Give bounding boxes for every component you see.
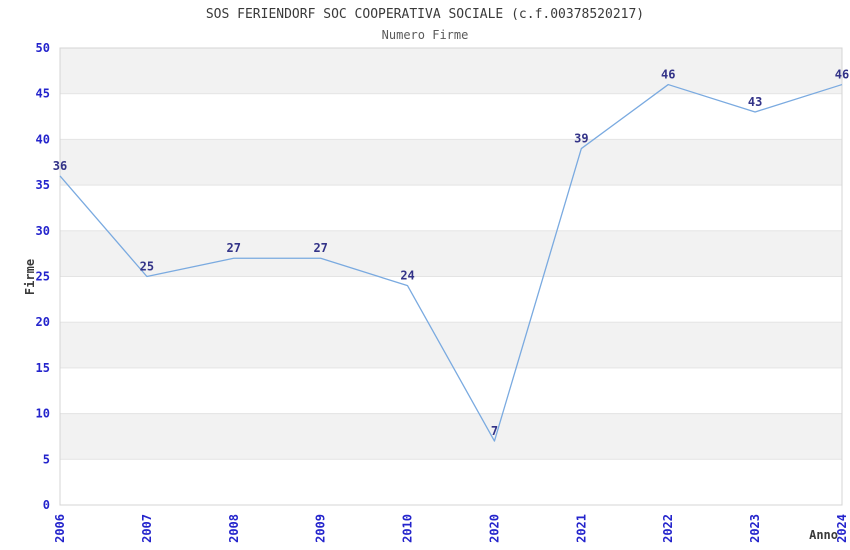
data-label: 24 bbox=[400, 269, 414, 283]
data-label: 43 bbox=[748, 95, 762, 109]
grid-band bbox=[59, 47, 843, 95]
data-label: 27 bbox=[313, 241, 327, 255]
y-tick-label: 30 bbox=[36, 224, 50, 238]
y-tick-label: 45 bbox=[36, 87, 50, 101]
x-tick-label: 2008 bbox=[227, 514, 241, 543]
y-tick-label: 5 bbox=[43, 452, 50, 466]
y-tick-label: 25 bbox=[36, 270, 50, 284]
y-tick-label: 0 bbox=[43, 498, 50, 512]
chart-subtitle: Numero Firme bbox=[381, 28, 469, 42]
grid-band bbox=[59, 230, 843, 278]
x-tick-label: 2023 bbox=[748, 514, 762, 543]
data-label: 46 bbox=[661, 68, 675, 82]
x-tick-label: 2007 bbox=[140, 514, 154, 543]
data-label: 39 bbox=[574, 132, 588, 146]
y-tick-label: 15 bbox=[36, 361, 50, 375]
grid-band bbox=[59, 138, 843, 186]
x-tick-label: 2024 bbox=[835, 514, 849, 543]
plot-border bbox=[59, 47, 843, 506]
x-tick-label: 2009 bbox=[314, 514, 328, 543]
x-tick-label: 2022 bbox=[661, 514, 675, 543]
data-label: 46 bbox=[835, 68, 849, 82]
y-tick-label: 40 bbox=[36, 132, 50, 146]
y-tick-label: 20 bbox=[36, 315, 50, 329]
x-tick-label: 2010 bbox=[401, 514, 415, 543]
data-label: 36 bbox=[53, 159, 67, 173]
y-tick-label: 50 bbox=[36, 41, 50, 55]
data-label: 25 bbox=[140, 260, 154, 274]
grid-band bbox=[59, 413, 843, 460]
chart-title: SOS FERIENDORF SOC COOPERATIVA SOCIALE (… bbox=[205, 7, 645, 22]
x-axis-title: Anno bbox=[809, 528, 838, 542]
x-tick-label: 2006 bbox=[53, 514, 67, 543]
y-tick-label: 10 bbox=[36, 407, 50, 421]
grid-band bbox=[59, 321, 843, 369]
data-label: 7 bbox=[491, 424, 498, 438]
data-label: 27 bbox=[227, 241, 241, 255]
x-tick-label: 2020 bbox=[487, 514, 501, 543]
x-tick-label: 2021 bbox=[574, 514, 588, 543]
series-line bbox=[59, 83, 843, 442]
y-tick-label: 35 bbox=[36, 178, 50, 192]
